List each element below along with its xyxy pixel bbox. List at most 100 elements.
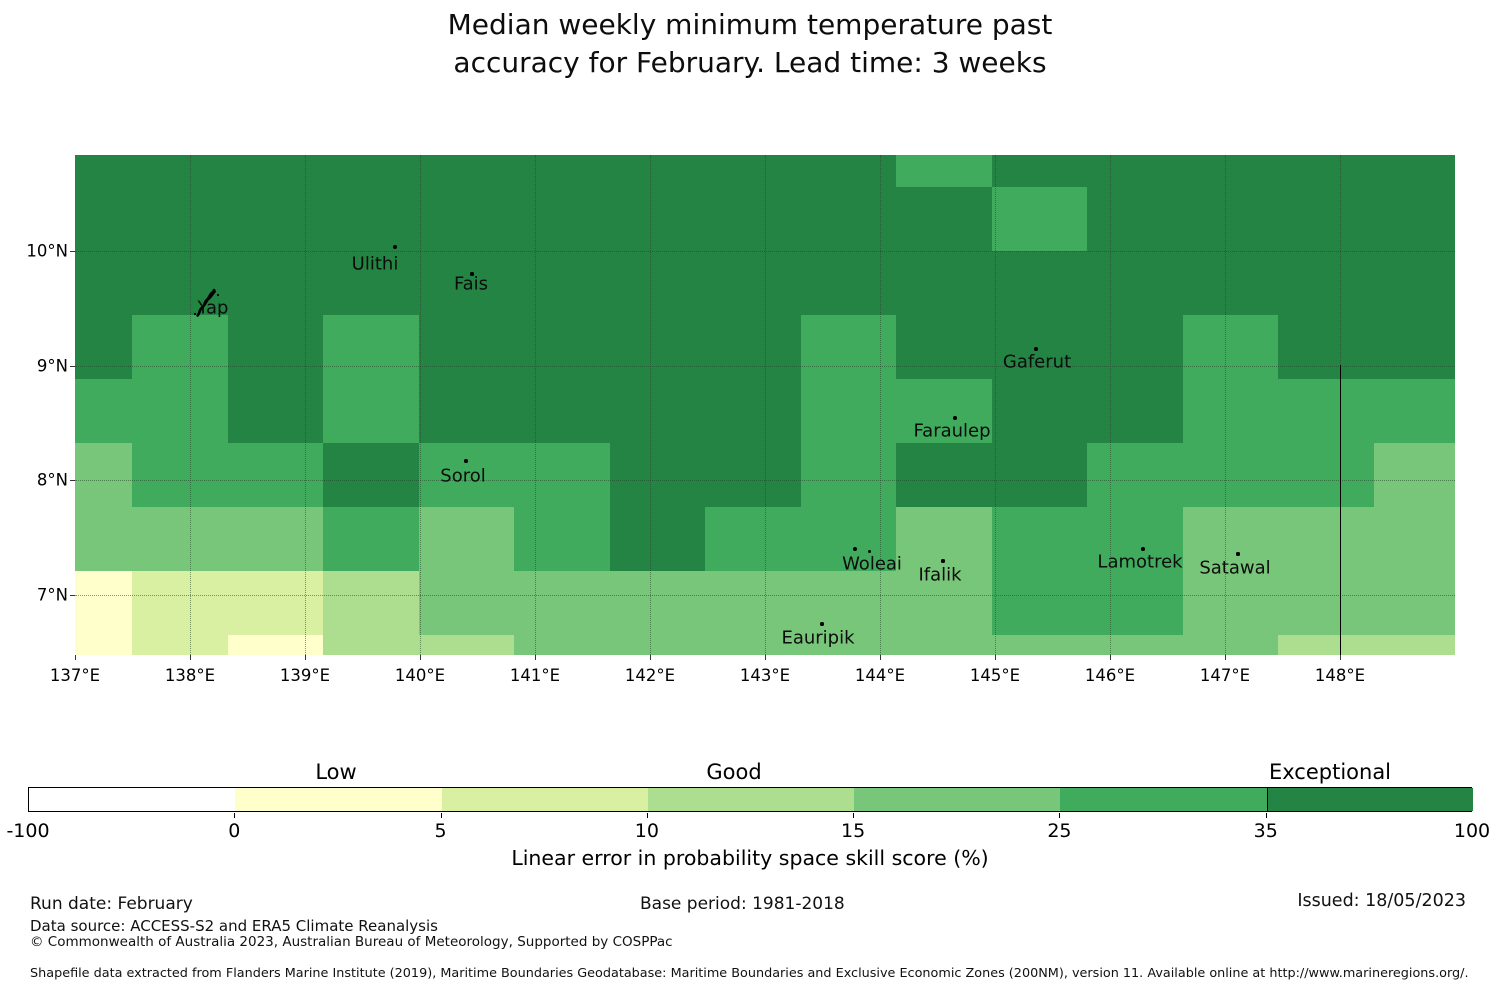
island-label-lamotrek: Lamotrek	[1097, 551, 1183, 573]
x-tick-label: 147°E	[1199, 666, 1251, 685]
gridline-vertical	[650, 155, 651, 655]
gridline-vertical	[765, 155, 766, 655]
heatmap-cell	[227, 507, 323, 571]
colorbar-segment-0to5	[235, 788, 442, 811]
copyright-text: © Commonwealth of Australia 2023, Austra…	[30, 934, 673, 950]
heatmap-cell	[1182, 315, 1278, 379]
heatmap-cell	[1373, 635, 1455, 655]
heatmap-cell	[1087, 251, 1183, 315]
heatmap-cell	[1087, 187, 1183, 251]
heatmap-cell	[227, 379, 323, 443]
colorbar-segment-10to15	[647, 788, 855, 811]
heatmap-cell	[1278, 443, 1374, 507]
island-marker-dot	[1141, 547, 1145, 551]
heatmap-cell	[75, 187, 132, 251]
heatmap-cell	[1182, 155, 1278, 187]
heatmap-cell	[705, 155, 801, 187]
x-tick-label: 145°E	[969, 666, 1021, 685]
heatmap-cell	[227, 155, 323, 187]
heatmap-cell	[705, 187, 801, 251]
heatmap-cell	[514, 315, 610, 379]
heatmap-cell	[705, 315, 801, 379]
heatmap-cell	[609, 251, 705, 315]
x-tick-label: 139°E	[279, 666, 331, 685]
island-marker-dot	[941, 559, 945, 563]
heatmap-cell	[896, 379, 992, 443]
heatmap-cell	[1182, 507, 1278, 571]
heatmap-cell	[1278, 379, 1374, 443]
heatmap-cell	[991, 155, 1087, 187]
y-tick-mark	[70, 595, 75, 596]
heatmap-cell	[418, 379, 514, 443]
heatmap-cell	[1087, 635, 1183, 655]
heatmap-cell	[132, 251, 228, 315]
run-date-text: Run date: February	[30, 894, 193, 914]
heatmap-cell	[418, 507, 514, 571]
heatmap-cell	[1087, 155, 1183, 187]
heatmap-cell	[896, 155, 992, 187]
heatmap-cell	[1278, 187, 1374, 251]
heatmap-cell	[991, 315, 1087, 379]
heatmap-cell	[991, 507, 1087, 571]
x-tick-label: 146°E	[1084, 666, 1136, 685]
colorbar-tick-label: 15	[841, 820, 866, 842]
heatmap-cell	[609, 443, 705, 507]
island-marker-dot	[1034, 347, 1038, 351]
heatmap-cell	[418, 571, 514, 635]
heatmap-cell	[800, 315, 896, 379]
gridline-horizontal	[75, 251, 1455, 252]
heatmap-cell	[991, 635, 1087, 655]
chart-title-line2: accuracy for February. Lead time: 3 week…	[453, 46, 1047, 79]
heatmap-cell	[227, 251, 323, 315]
x-tick-mark	[880, 655, 881, 660]
yap-island-shape	[193, 288, 220, 317]
y-tick-label: 10°N	[26, 241, 68, 261]
heatmap-cell	[991, 443, 1087, 507]
colorbar-tick-label: 25	[1047, 820, 1072, 842]
heatmap-cell	[323, 443, 419, 507]
x-tick-mark	[190, 655, 191, 660]
x-tick-label: 138°E	[164, 666, 216, 685]
gridline-vertical	[1110, 155, 1111, 655]
x-tick-mark	[1225, 655, 1226, 660]
x-tick-label: 142°E	[624, 666, 676, 685]
colorbar	[28, 787, 1473, 812]
heatmap-cell	[896, 443, 992, 507]
x-tick-label: 141°E	[509, 666, 561, 685]
heatmap-cell	[75, 315, 132, 379]
island-marker-dot	[820, 622, 824, 626]
colorbar-segment-35to100	[1266, 788, 1473, 811]
heatmap-cell	[132, 187, 228, 251]
heatmap-cell	[991, 251, 1087, 315]
island-label-woleai: Woleai	[842, 553, 902, 575]
heatmap-map-area: Yap Ulithi Fais Sorol Gaferut Faraulep Woleai I…	[75, 155, 1455, 655]
heatmap-cell	[991, 379, 1087, 443]
heatmap-cell	[418, 315, 514, 379]
heatmap-cell	[418, 251, 514, 315]
heatmap-cell	[514, 187, 610, 251]
heatmap-cell	[609, 379, 705, 443]
heatmap-cell	[514, 155, 610, 187]
heatmap-cell	[800, 155, 896, 187]
heatmap-cell	[75, 379, 132, 443]
island-marker-dot	[464, 459, 468, 463]
x-tick-mark	[535, 655, 536, 660]
y-tick-mark	[70, 251, 75, 252]
heatmap-cell	[75, 507, 132, 571]
heatmap-cell	[132, 315, 228, 379]
colorbar-segment-5to10	[441, 788, 648, 811]
island-label-gaferut: Gaferut	[1002, 351, 1072, 373]
island-label-sorol: Sorol	[440, 465, 486, 487]
heatmap-cell	[75, 251, 132, 315]
chart-title: Median weekly minimum temperature past a…	[0, 6, 1500, 82]
heatmap-cell	[227, 571, 323, 635]
colorbar-tick-mark	[234, 813, 236, 818]
colorbar-tick-label: 35	[1253, 820, 1278, 842]
x-tick-label: 143°E	[739, 666, 791, 685]
x-tick-mark	[650, 655, 651, 660]
heatmap-cell	[514, 507, 610, 571]
gridline-horizontal	[75, 480, 1455, 481]
heatmap-cell	[75, 635, 132, 655]
colorbar-tick-mark	[1265, 813, 1267, 818]
gridline-vertical	[420, 155, 421, 655]
